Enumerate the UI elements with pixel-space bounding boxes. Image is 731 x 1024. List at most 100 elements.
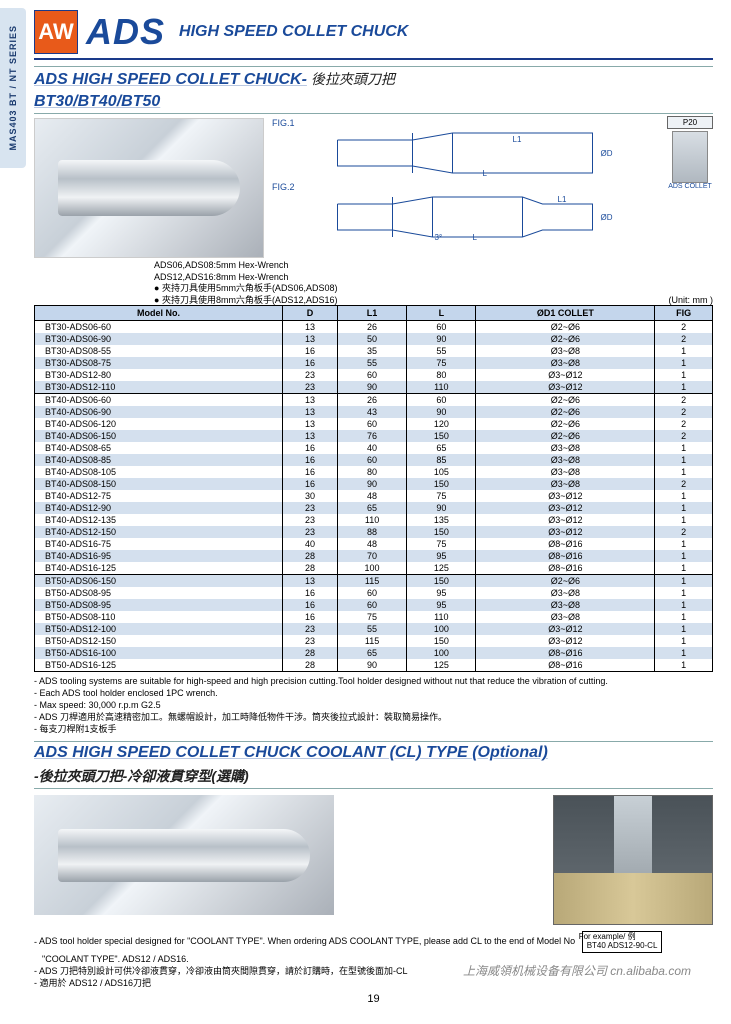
coolant-note-1: ADS tool holder special designed for "CO… — [34, 931, 713, 965]
wrench-note-2: ADS12,ADS16:8mm Hex-Wrench — [154, 272, 713, 284]
table-cell: 100 — [407, 623, 476, 635]
table-cell: 75 — [337, 611, 406, 623]
table-cell: Ø3~Ø8 — [476, 478, 655, 490]
table-cell: 23 — [283, 623, 338, 635]
table-cell: 13 — [283, 393, 338, 406]
table-cell: 23 — [283, 635, 338, 647]
fig2-label: FIG.2 — [272, 182, 713, 192]
table-cell: Ø3~Ø12 — [476, 502, 655, 514]
table-row: BT40-ADS16-75404875Ø8~Ø161 — [35, 538, 713, 550]
table-cell: 43 — [337, 406, 406, 418]
brand-logo: AW — [34, 10, 78, 54]
table-cell: BT50-ADS16-100 — [35, 647, 283, 659]
table-cell: 2 — [655, 333, 713, 345]
table-header: Model No. — [35, 305, 283, 320]
table-cell: Ø2~Ø6 — [476, 430, 655, 442]
table-cell: BT40-ADS12-135 — [35, 514, 283, 526]
table-row: BT50-ADS06-15013115150Ø2~Ø61 — [35, 574, 713, 587]
table-cell: 1 — [655, 502, 713, 514]
table-cell: BT50-ADS08-95 — [35, 599, 283, 611]
table-row: BT40-ADS06-1201360120Ø2~Ø62 — [35, 418, 713, 430]
table-cell: Ø3~Ø12 — [476, 623, 655, 635]
table-cell: 150 — [407, 526, 476, 538]
table-cell: 60 — [337, 599, 406, 611]
table-cell: 75 — [407, 490, 476, 502]
note-item: 每支刀桿附1支板手 — [34, 723, 713, 735]
table-cell: 1 — [655, 514, 713, 526]
table-cell: 28 — [283, 562, 338, 575]
table-cell: 1 — [655, 611, 713, 623]
table-cell: 1 — [655, 369, 713, 381]
table-cell: BT40-ADS06-60 — [35, 393, 283, 406]
svg-text:ØD: ØD — [601, 149, 613, 158]
table-cell: Ø2~Ø6 — [476, 333, 655, 345]
table-cell: 110 — [407, 381, 476, 394]
table-row: BT50-ADS08-1101675110Ø3~Ø81 — [35, 611, 713, 623]
table-cell: 13 — [283, 333, 338, 345]
table-row: BT30-ADS12-1102390110Ø3~Ø121 — [35, 381, 713, 394]
table-cell: 60 — [407, 320, 476, 333]
fig1-diagram: LL1ØD — [272, 128, 713, 178]
table-cell: 110 — [407, 611, 476, 623]
table-cell: 80 — [407, 369, 476, 381]
table-cell: 16 — [283, 345, 338, 357]
note-item: ADS 刀桿適用於高速精密加工。無螺帽設計，加工時降低物件干涉。筒夾後拉式設計：… — [34, 711, 713, 723]
table-cell: BT30-ADS06-60 — [35, 320, 283, 333]
table-cell: BT40-ADS08-85 — [35, 454, 283, 466]
svg-text:L1: L1 — [513, 135, 522, 144]
table-cell: 1 — [655, 466, 713, 478]
table-cell: Ø3~Ø8 — [476, 587, 655, 599]
table-cell: 55 — [407, 345, 476, 357]
table-cell: 23 — [283, 381, 338, 394]
table-cell: 100 — [337, 562, 406, 575]
table-cell: 60 — [337, 454, 406, 466]
table-cell: BT40-ADS08-150 — [35, 478, 283, 490]
table-cell: BT40-ADS06-120 — [35, 418, 283, 430]
product-render-image — [34, 118, 264, 258]
table-cell: 2 — [655, 406, 713, 418]
table-cell: 1 — [655, 574, 713, 587]
table-row: BT50-ADS12-1002355100Ø3~Ø121 — [35, 623, 713, 635]
table-cell: 90 — [337, 478, 406, 490]
note-item: Each ADS tool holder enclosed 1PC wrench… — [34, 687, 713, 699]
section2-title-cn: -後拉夾頭刀把-冷卻液貫穿型(選購) — [34, 766, 713, 786]
table-cell: Ø2~Ø6 — [476, 406, 655, 418]
table-cell: BT40-ADS12-150 — [35, 526, 283, 538]
table-cell: Ø2~Ø6 — [476, 320, 655, 333]
table-cell: 120 — [407, 418, 476, 430]
watermark: 上海威領机械设备有限公司 cn.alibaba.com — [463, 962, 691, 979]
wrench-note-1: ADS06,ADS08:5mm Hex-Wrench — [154, 260, 713, 272]
table-cell: Ø3~Ø8 — [476, 357, 655, 369]
table-cell: 95 — [407, 599, 476, 611]
table-row: BT30-ADS06-90135090Ø2~Ø62 — [35, 333, 713, 345]
table-cell: BT30-ADS06-90 — [35, 333, 283, 345]
table-cell: 35 — [337, 345, 406, 357]
section1-models: BT30/BT40/BT50 — [34, 93, 713, 111]
table-cell: 28 — [283, 647, 338, 659]
table-cell: 1 — [655, 623, 713, 635]
table-cell: 40 — [283, 538, 338, 550]
table-cell: Ø3~Ø8 — [476, 611, 655, 623]
table-cell: 55 — [337, 357, 406, 369]
table-cell: 16 — [283, 478, 338, 490]
table-cell: 65 — [337, 647, 406, 659]
table-row: BT40-ADS08-65164065Ø3~Ø81 — [35, 442, 713, 454]
product-family-subtitle: HIGH SPEED COLLET CHUCK — [179, 23, 408, 41]
table-cell: 16 — [283, 357, 338, 369]
table-cell: 1 — [655, 345, 713, 357]
section1-notes: ADS tooling systems are suitable for hig… — [34, 675, 713, 736]
table-cell: 115 — [337, 574, 406, 587]
table-cell: 135 — [407, 514, 476, 526]
svg-text:3°: 3° — [435, 233, 443, 242]
table-row: BT50-ADS08-95166095Ø3~Ø81 — [35, 587, 713, 599]
table-cell: 150 — [407, 478, 476, 490]
table-cell: 26 — [337, 393, 406, 406]
table-cell: 16 — [283, 587, 338, 599]
section1-title-cn: 後拉夾頭刀把 — [311, 69, 395, 89]
table-cell: Ø8~Ø16 — [476, 538, 655, 550]
table-cell: 80 — [337, 466, 406, 478]
table-cell: 16 — [283, 599, 338, 611]
fig2-diagram: LL13°ØD — [272, 192, 713, 242]
table-row: BT40-ADS06-90134390Ø2~Ø62 — [35, 406, 713, 418]
table-cell: 13 — [283, 418, 338, 430]
